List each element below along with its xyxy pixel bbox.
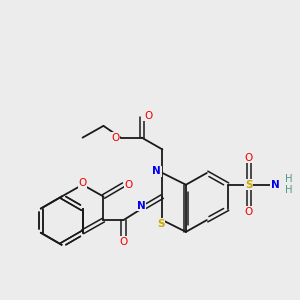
Text: H: H (285, 174, 292, 184)
Text: O: O (244, 153, 253, 163)
Text: S: S (157, 219, 165, 229)
Text: O: O (78, 178, 87, 188)
Text: O: O (144, 110, 152, 121)
Text: O: O (111, 133, 119, 142)
Text: H: H (285, 185, 292, 195)
Text: O: O (125, 180, 133, 190)
Text: O: O (119, 237, 128, 247)
Text: O: O (244, 207, 253, 217)
Text: S: S (245, 180, 252, 190)
Text: N: N (137, 201, 146, 211)
Text: N: N (152, 167, 161, 176)
Text: N: N (271, 180, 280, 190)
